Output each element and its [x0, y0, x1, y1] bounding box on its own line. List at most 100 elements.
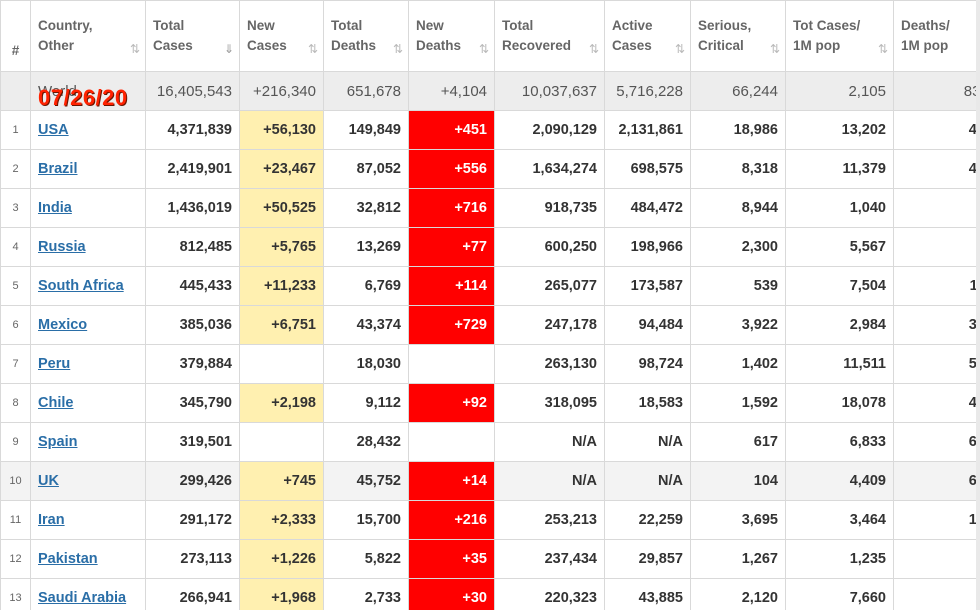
country-cell: UK: [30, 461, 146, 501]
row-rank: 10: [0, 461, 31, 501]
cases-per-1m-cell: 2,984: [785, 305, 894, 345]
new-deaths-cell: +35: [408, 539, 495, 579]
active-cases-cell: 29,857: [604, 539, 691, 579]
table-row: 4 Russia 812,485 +5,765 13,269 +77 600,250 198,…: [0, 227, 980, 267]
cases-per-1m-cell: 7,504: [785, 266, 894, 306]
country-link[interactable]: Brazil: [38, 161, 78, 177]
deaths-per-1m-cell: 114: [893, 266, 980, 306]
row-rank: 5: [0, 266, 31, 306]
total-recovered-cell: 247,178: [494, 305, 605, 345]
deaths-per-1m-cell: 476: [893, 383, 980, 423]
sort-arrows-icon[interactable]: ⇅: [392, 42, 403, 56]
serious-critical-cell: 2,300: [690, 227, 786, 267]
serious-critical-cell: 617: [690, 422, 786, 462]
table-row: 13 Saudi Arabia 266,941 +1,968 2,733 +30 220,3…: [0, 578, 980, 610]
active-cases-cell: 22,259: [604, 500, 691, 540]
total-cases-cell: 273,113: [145, 539, 240, 579]
active-cases-cell: 2,131,861: [604, 110, 691, 150]
sort-arrows-icon[interactable]: ⇅: [478, 42, 489, 56]
new-cases-cell: [239, 344, 324, 384]
country-link[interactable]: Mexico: [38, 317, 88, 333]
country-cell: Peru: [30, 344, 146, 384]
country-link[interactable]: Spain: [38, 434, 78, 450]
country-link[interactable]: USA: [38, 122, 69, 138]
total-recovered-cell: 237,434: [494, 539, 605, 579]
cases-per-1m-cell: 11,511: [785, 344, 894, 384]
world-label: World: [30, 71, 146, 111]
world-active-cases: 5,716,228: [604, 71, 691, 111]
sort-arrows-icon[interactable]: ⇅: [674, 42, 685, 56]
header-country[interactable]: Country, Other ⇅: [30, 0, 146, 72]
total-deaths-cell: 18,030: [323, 344, 409, 384]
country-link[interactable]: Iran: [38, 512, 65, 528]
total-cases-cell: 266,941: [145, 578, 240, 610]
world-total-cases: 16,405,543: [145, 71, 240, 111]
table-body: World 16,405,543 +216,340 651,678 +4,104…: [0, 71, 980, 610]
serious-critical-cell: 8,318: [690, 149, 786, 189]
new-deaths-cell: +451: [408, 110, 495, 150]
country-link[interactable]: Chile: [38, 395, 74, 411]
total-recovered-cell: 253,213: [494, 500, 605, 540]
deaths-per-1m-cell: 78: [893, 578, 980, 610]
active-cases-cell: 698,575: [604, 149, 691, 189]
row-rank: 3: [0, 188, 31, 228]
header-new-deaths[interactable]: New Deaths ⇅: [408, 0, 495, 72]
country-link[interactable]: Pakistan: [38, 551, 98, 567]
row-rank: 13: [0, 578, 31, 610]
total-cases-cell: 812,485: [145, 227, 240, 267]
sort-arrows-icon[interactable]: ⇅: [769, 42, 780, 56]
header-serious-critical[interactable]: Serious, Critical ⇅: [690, 0, 786, 72]
deaths-per-1m-cell: 608: [893, 422, 980, 462]
row-rank: 7: [0, 344, 31, 384]
country-cell: Brazil: [30, 149, 146, 189]
country-link[interactable]: Peru: [38, 356, 71, 372]
total-deaths-cell: 13,269: [323, 227, 409, 267]
country-cell: Mexico: [30, 305, 146, 345]
country-link[interactable]: UK: [38, 473, 59, 489]
header-row: # Country, Other ⇅ Total Cases ⇓ New Cases ⇅ T…: [0, 0, 980, 72]
total-deaths-cell: 43,374: [323, 305, 409, 345]
sort-arrows-icon[interactable]: ⇅: [129, 42, 140, 56]
header-active-cases[interactable]: Active Cases ⇅: [604, 0, 691, 72]
sort-arrows-icon[interactable]: ⇅: [588, 42, 599, 56]
new-deaths-cell: [408, 344, 495, 384]
new-deaths-cell: +14: [408, 461, 495, 501]
total-cases-cell: 1,436,019: [145, 188, 240, 228]
sort-arrows-icon[interactable]: ⇅: [307, 42, 318, 56]
country-cell: India: [30, 188, 146, 228]
world-deaths-per-1m: 83.6: [893, 71, 980, 111]
country-link[interactable]: South Africa: [38, 278, 124, 294]
active-cases-cell: N/A: [604, 422, 691, 462]
world-serious-critical: 66,244: [690, 71, 786, 111]
header-total-deaths[interactable]: Total Deaths ⇅: [323, 0, 409, 72]
country-link[interactable]: India: [38, 200, 72, 216]
new-cases-cell: +11,233: [239, 266, 324, 306]
active-cases-cell: 18,583: [604, 383, 691, 423]
header-total-recovered[interactable]: Total Recovered ⇅: [494, 0, 605, 72]
total-recovered-cell: N/A: [494, 461, 605, 501]
table-row: 10UK299,426+74545,752+14N/AN/A1044,40967…: [0, 461, 980, 501]
total-recovered-cell: 318,095: [494, 383, 605, 423]
header-cases-per-1m[interactable]: Tot Cases/1M pop ⇅: [785, 0, 894, 72]
total-cases-cell: 345,790: [145, 383, 240, 423]
serious-critical-cell: 539: [690, 266, 786, 306]
header-rank[interactable]: #: [0, 0, 31, 72]
country-link[interactable]: Saudi Arabia: [38, 590, 127, 606]
cases-per-1m-cell: 6,833: [785, 422, 894, 462]
header-deaths-per-1m[interactable]: Deaths/1M pop⇅: [893, 0, 980, 72]
total-recovered-cell: 263,130: [494, 344, 605, 384]
total-cases-cell: 291,172: [145, 500, 240, 540]
sort-arrows-icon[interactable]: ⇅: [877, 42, 888, 56]
serious-critical-cell: 1,592: [690, 383, 786, 423]
row-rank: 1: [0, 110, 31, 150]
new-cases-cell: +2,198: [239, 383, 324, 423]
header-total-cases[interactable]: Total Cases ⇓: [145, 0, 240, 72]
header-new-cases[interactable]: New Cases ⇅: [239, 0, 324, 72]
world-new-cases: +216,340: [239, 71, 324, 111]
row-rank: 9: [0, 422, 31, 462]
sort-desc-icon[interactable]: ⇓: [223, 42, 234, 56]
scrollbar-track[interactable]: [976, 0, 980, 610]
deaths-per-1m-cell: 674: [893, 461, 980, 501]
country-link[interactable]: Russia: [38, 239, 86, 255]
